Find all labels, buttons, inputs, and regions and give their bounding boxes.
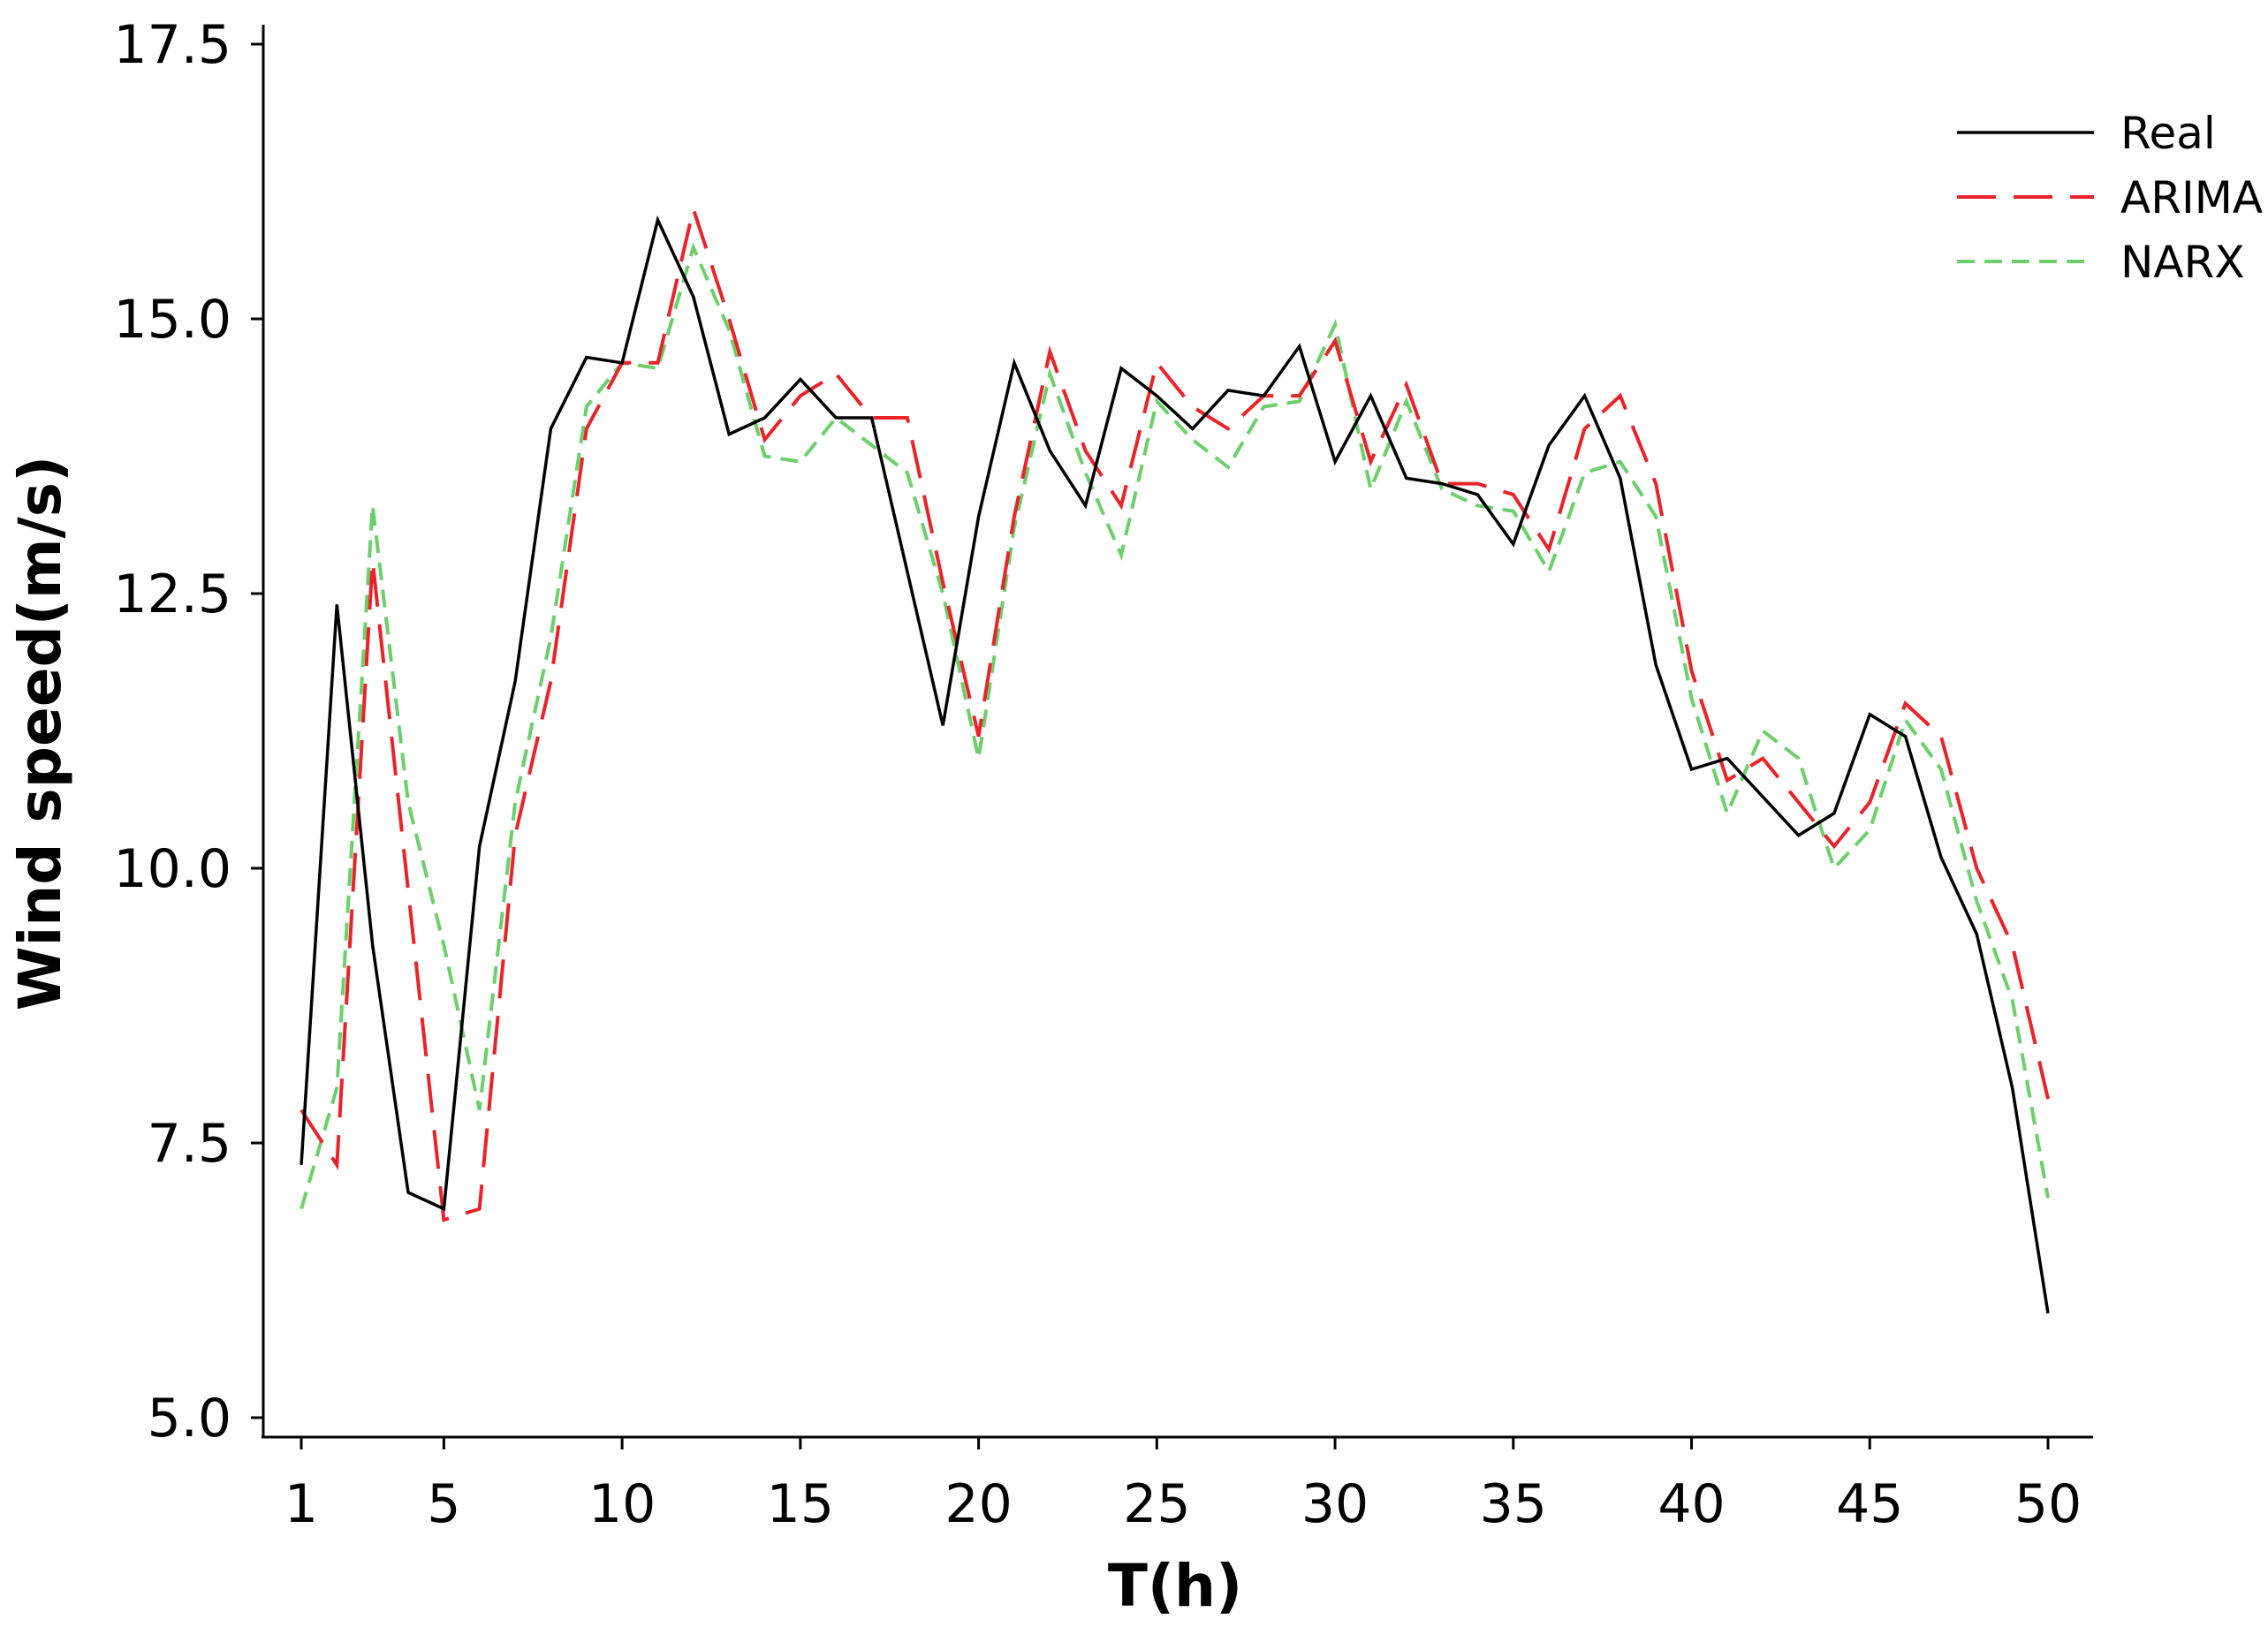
x-tick-label: 35 xyxy=(1480,1473,1547,1535)
x-tick-label: 30 xyxy=(1301,1473,1369,1535)
y-tick-label: 10.0 xyxy=(113,838,231,900)
x-tick-label: 10 xyxy=(588,1473,656,1535)
legend-label-arima: ARIMA xyxy=(2120,172,2263,223)
y-tick-label: 17.5 xyxy=(113,14,231,76)
x-tick-label: 15 xyxy=(767,1473,834,1535)
y-tick-label: 12.5 xyxy=(113,564,231,625)
series-line-real xyxy=(300,215,2050,1314)
x-tick-label: 1 xyxy=(284,1473,318,1535)
x-tick-label: 25 xyxy=(1123,1473,1190,1535)
y-tick-label: 7.5 xyxy=(148,1113,231,1175)
x-tick-label: 45 xyxy=(1836,1473,1903,1535)
series-line-narx xyxy=(300,242,2050,1210)
x-axis-ticks: 1 5 10 15 20 25 30 35 40 45 50 xyxy=(284,1437,2082,1535)
legend-label-narx: NARX xyxy=(2120,237,2245,288)
x-axis-title: T(h) xyxy=(1108,1552,1242,1620)
plot-area xyxy=(300,202,2050,1314)
x-tick-label: 20 xyxy=(944,1473,1012,1535)
x-tick-label: 40 xyxy=(1657,1473,1725,1535)
x-tick-label: 5 xyxy=(427,1473,460,1535)
legend-label-real: Real xyxy=(2120,108,2216,159)
y-axis-title: Wind speed(m/s) xyxy=(6,456,74,1010)
x-tick-label: 50 xyxy=(2014,1473,2082,1535)
legend: Real ARIMA NARX xyxy=(1957,108,2263,288)
series-line-arima xyxy=(300,202,2050,1222)
y-tick-label: 15.0 xyxy=(113,289,231,351)
y-tick-label: 5.0 xyxy=(148,1388,231,1449)
y-axis-ticks: 5.0 7.5 10.0 12.5 15.0 17.5 xyxy=(113,14,263,1449)
